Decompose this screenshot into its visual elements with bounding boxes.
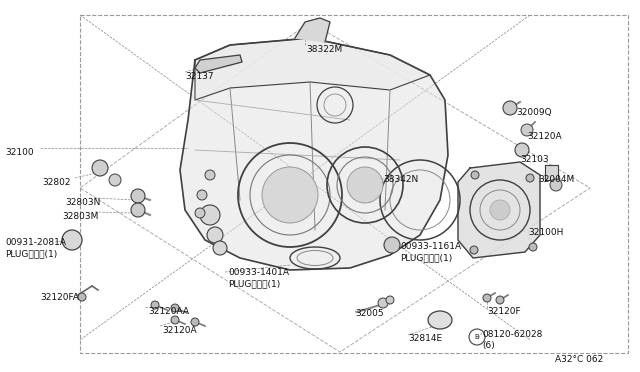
Text: 32803N: 32803N <box>65 198 100 207</box>
Circle shape <box>62 230 82 250</box>
Circle shape <box>197 190 207 200</box>
Text: 00933-1401A
PLUGプラグ(1): 00933-1401A PLUGプラグ(1) <box>228 268 289 288</box>
Circle shape <box>490 200 510 220</box>
Ellipse shape <box>428 311 452 329</box>
Text: 32100: 32100 <box>5 148 34 157</box>
Circle shape <box>131 189 145 203</box>
Circle shape <box>200 205 220 225</box>
Polygon shape <box>195 55 242 73</box>
Circle shape <box>521 124 533 136</box>
Circle shape <box>483 294 491 302</box>
Text: 32814E: 32814E <box>408 334 442 343</box>
Circle shape <box>471 171 479 179</box>
Circle shape <box>496 296 504 304</box>
Circle shape <box>78 293 86 301</box>
Text: 32100H: 32100H <box>528 228 563 237</box>
Text: A32°C 062: A32°C 062 <box>555 355 604 364</box>
Text: 32120FA: 32120FA <box>40 293 79 302</box>
Circle shape <box>347 167 383 203</box>
Text: 00933-1161A
PLUGプラグ(1): 00933-1161A PLUGプラグ(1) <box>400 242 461 262</box>
Text: 32120A: 32120A <box>162 326 196 335</box>
Circle shape <box>109 174 121 186</box>
Polygon shape <box>195 38 430 100</box>
Circle shape <box>213 241 227 255</box>
Text: 32004M: 32004M <box>538 175 574 184</box>
Polygon shape <box>295 18 330 42</box>
Circle shape <box>171 316 179 324</box>
Circle shape <box>92 160 108 176</box>
Circle shape <box>386 296 394 304</box>
Circle shape <box>195 208 205 218</box>
Text: 32802: 32802 <box>42 178 70 187</box>
Circle shape <box>470 246 478 254</box>
Circle shape <box>515 143 529 157</box>
Text: B: B <box>475 334 479 340</box>
Circle shape <box>384 237 400 253</box>
Text: 32009Q: 32009Q <box>516 108 552 117</box>
Circle shape <box>262 167 318 223</box>
Circle shape <box>529 243 537 251</box>
Text: 32103: 32103 <box>520 155 548 164</box>
Bar <box>80 15 628 353</box>
Text: 32137: 32137 <box>185 72 214 81</box>
Circle shape <box>131 203 145 217</box>
Polygon shape <box>180 38 448 270</box>
Text: 32120AA: 32120AA <box>148 307 189 316</box>
Polygon shape <box>545 165 558 180</box>
Circle shape <box>550 179 562 191</box>
Circle shape <box>171 304 179 312</box>
Circle shape <box>151 301 159 309</box>
Text: 08120-62028
(6): 08120-62028 (6) <box>482 330 542 350</box>
Polygon shape <box>458 162 540 258</box>
Circle shape <box>526 174 534 182</box>
Text: 38322M: 38322M <box>306 45 342 54</box>
Circle shape <box>207 227 223 243</box>
Circle shape <box>378 298 388 308</box>
Text: 32005: 32005 <box>355 309 383 318</box>
Text: 00931-2081A
PLUGプラグ(1): 00931-2081A PLUGプラグ(1) <box>5 238 66 258</box>
Text: 32803M: 32803M <box>62 212 99 221</box>
Text: 32120F: 32120F <box>487 307 520 316</box>
Text: 32120A: 32120A <box>527 132 562 141</box>
Circle shape <box>191 318 199 326</box>
Circle shape <box>205 170 215 180</box>
Circle shape <box>503 101 517 115</box>
Text: 38342N: 38342N <box>383 175 419 184</box>
